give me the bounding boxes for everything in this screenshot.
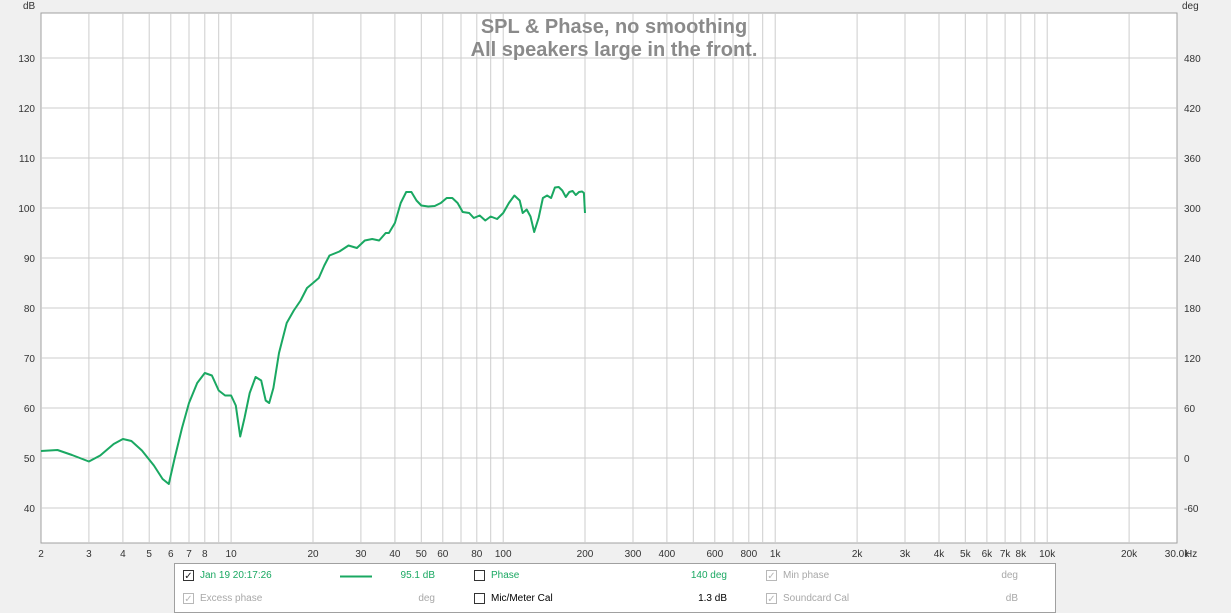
- y-left-tick-label: 90: [24, 254, 36, 265]
- excess-phase-checkbox[interactable]: ✓: [183, 593, 194, 605]
- x-tick-label: 2: [38, 549, 44, 560]
- series-layer: [40, 186, 586, 485]
- legend-measurement[interactable]: ✓ Jan 19 20:17:26: [183, 570, 272, 582]
- measurement-checkbox[interactable]: ✓: [183, 570, 194, 582]
- x-tick-label: 20: [307, 549, 319, 560]
- legend-soundcard-cal[interactable]: ✓ Soundcard Cal: [766, 593, 850, 605]
- mic-cal-label: Mic/Meter Cal: [491, 593, 553, 604]
- y-left-tick-label: 120: [18, 104, 35, 115]
- y-left-tick-label: 80: [24, 304, 36, 315]
- mic-cal-checkbox[interactable]: [474, 593, 485, 604]
- measurement-label: Jan 19 20:17:26: [200, 570, 272, 581]
- x-tick-label: 80: [471, 549, 483, 560]
- y-tick-labels: 40 50 60 70 80 90 100 110 120 130 -60 0 60 120 180 240 3…: [18, 54, 1201, 515]
- x-tick-label: 6k: [982, 549, 994, 560]
- spl-chart: 2 3 4 5 6 7 8 10 20 30 40 50 60 80 100 200 300 400 600 800 1…: [18, 1, 1202, 560]
- x-tick-label: 4: [120, 549, 126, 560]
- y-left-axis-label: dB: [23, 1, 36, 12]
- mic-cal-value: 1.3 dB: [698, 593, 727, 604]
- excess-phase-value: deg: [418, 593, 435, 604]
- x-tick-label: 30: [355, 549, 367, 560]
- x-tick-label: 30.0k: [1165, 549, 1190, 560]
- plot-area[interactable]: [40, 12, 1178, 544]
- y-left-tick-label: 130: [18, 54, 35, 65]
- chart-title: SPL & Phase, no smoothing: [481, 16, 747, 38]
- y-right-axis-label: deg: [1182, 1, 1199, 12]
- legend-excess-phase[interactable]: ✓ Excess phase: [183, 593, 263, 605]
- y-left-tick-label: 70: [24, 354, 36, 365]
- legend-mic-cal[interactable]: Mic/Meter Cal: [474, 593, 553, 604]
- y-right-tick-label: 180: [1184, 304, 1201, 315]
- legend-min-phase[interactable]: ✓ Min phase: [766, 570, 830, 582]
- phase-label: Phase: [491, 570, 520, 581]
- y-right-tick-label: 240: [1184, 254, 1201, 265]
- x-tick-label: 3k: [900, 549, 912, 560]
- y-right-tick-label: 0: [1184, 454, 1190, 465]
- x-tick-label: 200: [577, 549, 594, 560]
- y-right-tick-label: 60: [1184, 404, 1196, 415]
- spl-series-line: [40, 186, 586, 485]
- y-left-tick-label: 60: [24, 404, 36, 415]
- y-left-tick-label: 50: [24, 454, 36, 465]
- soundcard-cal-label: Soundcard Cal: [783, 593, 850, 604]
- x-tick-label: 300: [625, 549, 642, 560]
- x-tick-label: 5k: [960, 549, 972, 560]
- x-tick-label: 100: [495, 549, 512, 560]
- x-tick-label: 1k: [770, 549, 782, 560]
- y-left-tick-label: 100: [18, 204, 35, 215]
- x-tick-label: 60: [437, 549, 449, 560]
- x-tick-label: 10k: [1039, 549, 1056, 560]
- x-axis-unit-label: Hz: [1185, 549, 1197, 560]
- min-phase-value: deg: [1001, 570, 1018, 581]
- x-tick-label: 50: [416, 549, 428, 560]
- x-tick-label: 400: [659, 549, 676, 560]
- min-phase-label: Min phase: [783, 570, 830, 581]
- x-tick-label: 20k: [1121, 549, 1138, 560]
- x-tick-label: 800: [740, 549, 757, 560]
- measurement-value: 95.1 dB: [400, 570, 435, 581]
- x-tick-label: 7k: [1000, 549, 1012, 560]
- y-right-tick-label: -60: [1184, 504, 1199, 515]
- soundcard-cal-value: dB: [1005, 593, 1018, 604]
- y-right-tick-label: 300: [1184, 204, 1201, 215]
- chart-subtitle: All speakers large in the front.: [471, 39, 758, 61]
- x-tick-label: 600: [706, 549, 723, 560]
- x-tick-label: 8k: [1016, 549, 1028, 560]
- legend-phase[interactable]: Phase: [474, 570, 519, 581]
- x-tick-label: 2k: [852, 549, 864, 560]
- x-tick-label: 6: [168, 549, 174, 560]
- y-right-tick-label: 420: [1184, 104, 1201, 115]
- y-left-tick-label: 110: [19, 154, 35, 165]
- excess-phase-label: Excess phase: [200, 593, 263, 604]
- x-tick-label: 7: [186, 549, 192, 560]
- x-tick-label: 8: [202, 549, 208, 560]
- y-right-tick-label: 120: [1184, 354, 1201, 365]
- y-right-tick-label: 480: [1184, 54, 1201, 65]
- soundcard-cal-checkbox[interactable]: ✓: [766, 593, 777, 605]
- x-tick-label: 3: [86, 549, 92, 560]
- x-tick-labels: 2 3 4 5 6 7 8 10 20 30 40 50 60 80 100 200 300 400 600 800 1…: [38, 549, 1190, 560]
- phase-value: 140 deg: [690, 570, 727, 581]
- grid-lines: [41, 13, 1177, 543]
- legend-panel: ✓ Jan 19 20:17:26 95.1 dB Phase 140 deg …: [174, 563, 1056, 613]
- x-tick-label: 5: [146, 549, 152, 560]
- x-tick-label: 10: [226, 549, 238, 560]
- measurement-line-swatch: [340, 575, 372, 578]
- y-left-tick-label: 40: [24, 504, 36, 515]
- phase-checkbox[interactable]: [474, 570, 485, 581]
- y-right-tick-label: 360: [1184, 154, 1201, 165]
- min-phase-checkbox[interactable]: ✓: [766, 570, 777, 582]
- x-tick-label: 4k: [934, 549, 946, 560]
- x-tick-label: 40: [389, 549, 401, 560]
